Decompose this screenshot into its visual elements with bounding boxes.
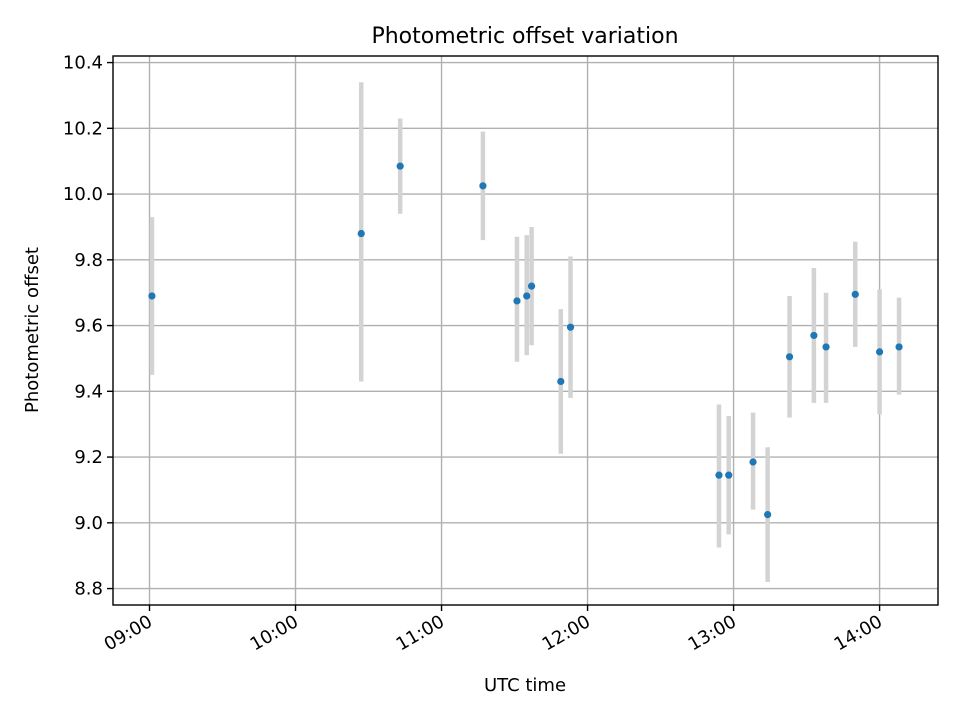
data-point	[785, 353, 794, 361]
data-point	[875, 348, 884, 356]
y-tick-label: 9.8	[74, 250, 103, 271]
y-tick-label: 9.4	[74, 381, 103, 402]
data-point	[851, 290, 859, 298]
data-point	[749, 458, 757, 466]
y-axis-label: Photometric offset	[22, 247, 43, 413]
x-axis-label: UTC time	[484, 675, 566, 696]
data-points	[148, 162, 903, 519]
data-point	[557, 377, 565, 386]
data-point	[725, 471, 733, 479]
y-tick-label: 9.0	[74, 513, 103, 534]
data-point	[810, 331, 818, 340]
y-tick-label: 10.2	[63, 118, 103, 139]
data-point	[715, 471, 723, 479]
data-point	[479, 182, 487, 190]
data-point	[527, 282, 536, 290]
data-point	[396, 162, 404, 170]
y-tick-label: 10.0	[63, 184, 103, 205]
data-point	[523, 292, 531, 300]
chart-title: Photometric offset variation	[371, 24, 678, 49]
data-point	[895, 343, 903, 351]
data-point	[822, 343, 830, 351]
y-axis-ticks: 8.8 9.0 9.2 9.4 9.6 9.8 10.0 10.2 10.4	[63, 53, 113, 600]
data-point	[764, 510, 772, 519]
data-point	[566, 323, 575, 331]
data-point	[513, 297, 521, 305]
y-tick-label: 9.2	[74, 447, 103, 468]
plot-frame	[112, 55, 939, 606]
y-tick-label: 8.8	[74, 579, 103, 600]
y-tick-label: 9.6	[74, 316, 103, 337]
y-tick-label: 10.4	[63, 53, 103, 74]
data-point	[357, 229, 365, 238]
data-point	[148, 292, 156, 300]
